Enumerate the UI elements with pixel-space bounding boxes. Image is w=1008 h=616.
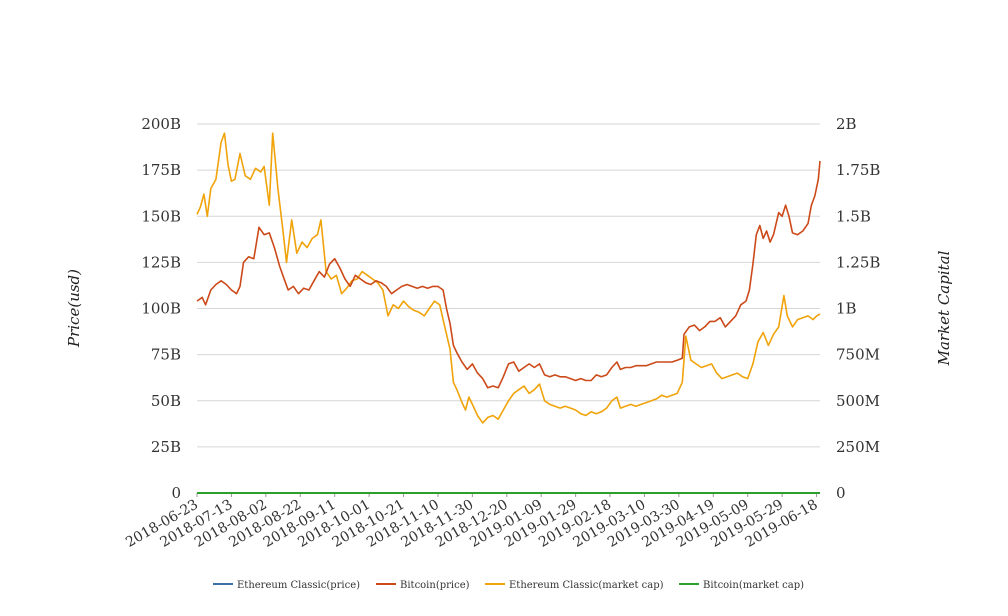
y-right-tick-label: 500M [836, 392, 880, 410]
legend-label: Ethereum Classic(price) [237, 580, 360, 591]
x-axis: 2018-06-232018-07-132018-08-022018-08-22… [123, 493, 821, 551]
legend-item: Ethereum Classic(market cap) [485, 580, 664, 591]
y-right-tick-label: 750M [836, 346, 880, 364]
y-left-tick-label: 125B [141, 253, 181, 271]
y-right-tick-label: 1.5B [836, 207, 871, 225]
gridlines [197, 123, 820, 494]
y-left-tick-label: 175B [141, 161, 181, 179]
y-right-tick-label: 1.75B [836, 161, 880, 179]
left-y-axis: 0 25B 50B 75B 100B 125B 150B 175B 200B [141, 115, 181, 502]
y-left-tick-label: 100B [141, 300, 181, 318]
legend-label: Bitcoin(market cap) [703, 580, 804, 591]
legend-label: Bitcoin(price) [400, 580, 470, 591]
y-right-tick-label: 250M [836, 438, 880, 456]
series-line-bitcoin-price [196, 160, 821, 389]
y-left-tick-label: 0 [171, 484, 181, 502]
y-right-tick-label: 1.25B [836, 253, 880, 271]
y-right-tick-label: 1B [836, 300, 857, 318]
legend-item: Bitcoin(price) [376, 580, 470, 591]
y-right-tick-label: 2B [836, 115, 857, 133]
y-left-tick-label: 25B [151, 438, 181, 456]
series-line-ethereum-classic-market-cap [196, 132, 821, 424]
right-y-axis: 0 250M 500M 750M 1B 1.25B 1.5B 1.75B 2B [836, 115, 880, 502]
y-axis-left-title: Price(usd) [65, 269, 83, 348]
y-left-tick-label: 75B [151, 346, 181, 364]
y-left-tick-label: 200B [141, 115, 181, 133]
legend-label: Ethereum Classic(market cap) [509, 580, 664, 591]
legend: Ethereum Classic(price) Bitcoin(price) Eth… [213, 580, 804, 591]
legend-item: Bitcoin(market cap) [679, 580, 804, 591]
y-right-tick-label: 0 [836, 484, 846, 502]
y-left-tick-label: 150B [141, 207, 181, 225]
y-axis-right-title: Market Capital [935, 250, 953, 366]
y-left-tick-label: 50B [151, 392, 181, 410]
legend-item: Ethereum Classic(price) [213, 580, 360, 591]
series-lines [196, 132, 821, 494]
